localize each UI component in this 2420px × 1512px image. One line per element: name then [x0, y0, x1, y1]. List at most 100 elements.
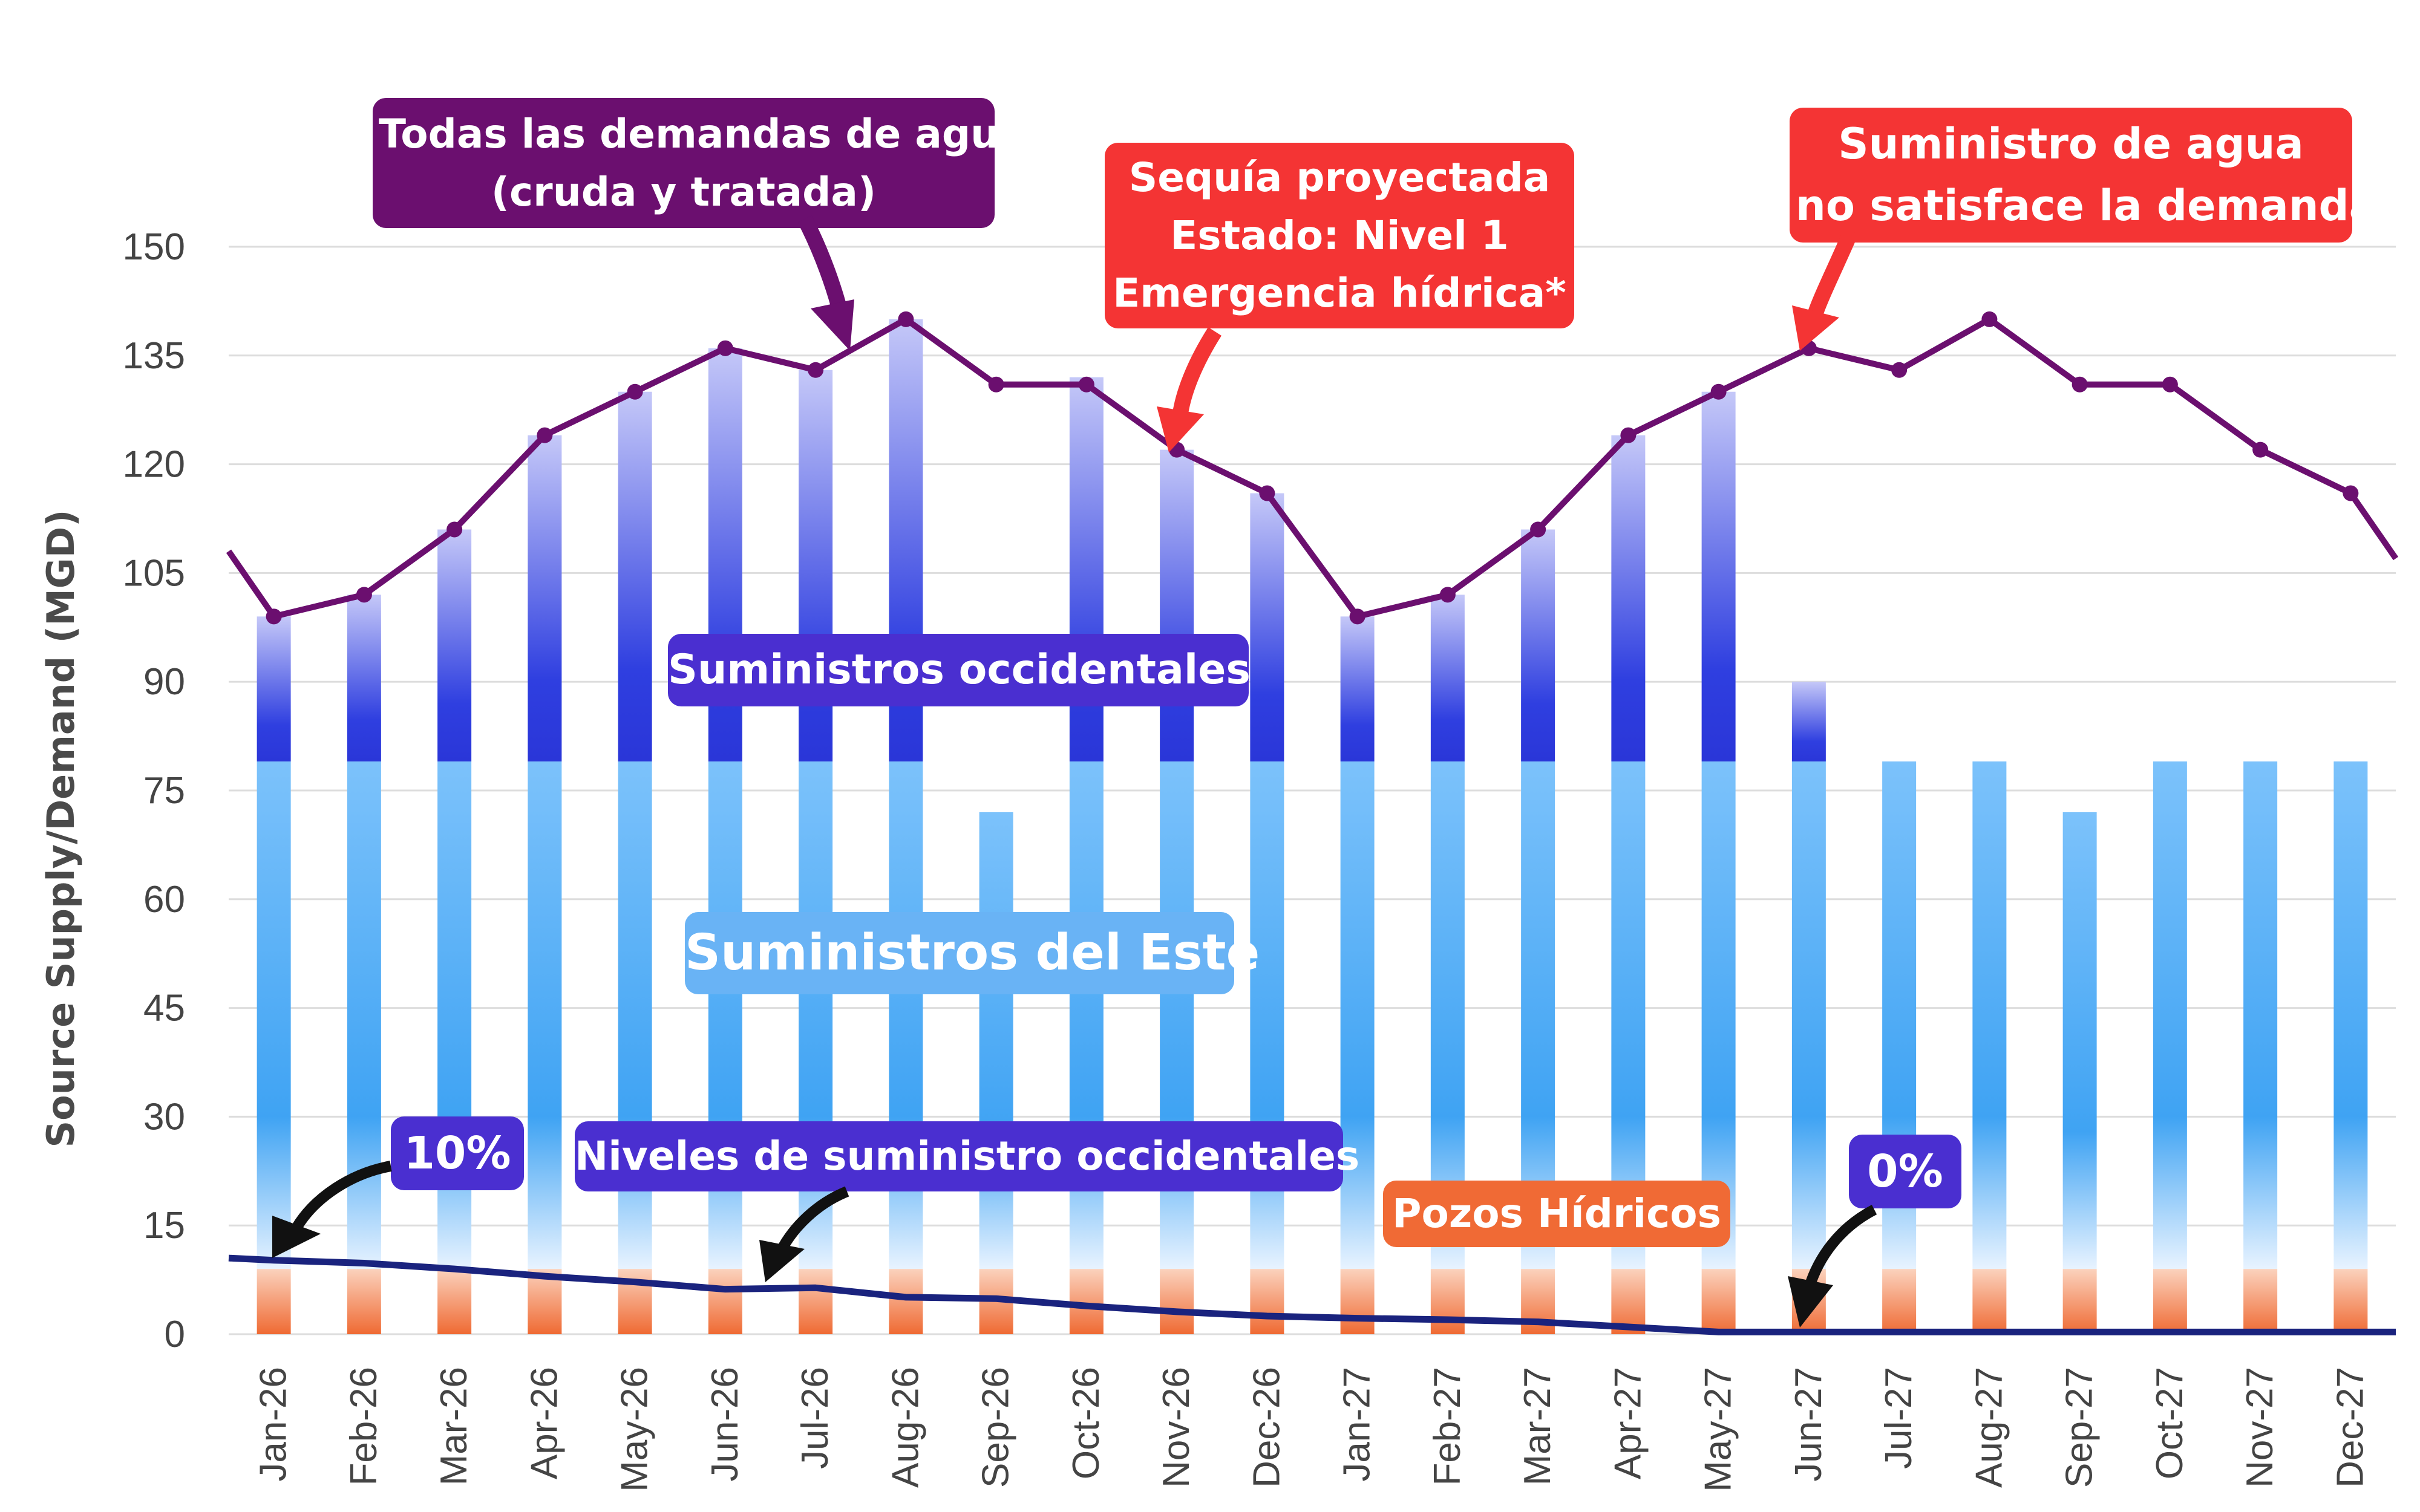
x-tick-label: Aug-26 [885, 1367, 926, 1488]
bar-pozos-h-dricos [708, 1269, 742, 1334]
bar-pozos-h-dricos [2243, 1269, 2278, 1334]
x-tick-label: Nov-26 [1156, 1367, 1197, 1488]
bar-suministros-occidentales [1160, 449, 1194, 762]
demand-line-point [1078, 376, 1094, 393]
bar-suministros-del-este [257, 761, 291, 1269]
x-tick-label: Nov-27 [2239, 1367, 2281, 1488]
bar-suministros-del-este [1972, 761, 2007, 1269]
x-tick-label: May-27 [1698, 1367, 1739, 1492]
y-tick-label: 105 [123, 552, 185, 594]
demand-line-point [808, 362, 824, 378]
bar-suministros-occidentales [1250, 493, 1284, 762]
y-tick-label: 30 [143, 1096, 185, 1138]
y-tick-label: 120 [123, 444, 185, 486]
demand-callout: Todas las demandas de agua (cruda y trat… [373, 98, 1026, 229]
demand-callout-line2: (cruda y tratada) [491, 168, 877, 215]
bar-suministros-occidentales [1340, 616, 1375, 762]
pct-end-label: 0% [1849, 1135, 1961, 1208]
bar-suministros-del-este [1250, 761, 1284, 1269]
demand-line-point [2072, 376, 2088, 393]
x-tick-label: Sep-26 [975, 1367, 1017, 1488]
western-levels-label: Niveles de suministro occidentales [575, 1121, 1359, 1191]
y-axis-title: Source Supply/Demand (MGD) [39, 510, 83, 1148]
bar-suministros-del-este [708, 761, 742, 1269]
demand-line-point [2252, 442, 2269, 458]
bar-suministros-del-este [437, 761, 472, 1269]
x-tick-label: Sep-27 [2059, 1367, 2101, 1488]
x-tick-label: Jan-26 [253, 1367, 295, 1482]
demand-line-point [717, 340, 733, 356]
bar-suministros-del-este [618, 761, 652, 1269]
demand-line-point [446, 521, 463, 538]
bar-pozos-h-dricos [889, 1269, 923, 1334]
demand-line-point [2162, 376, 2178, 393]
demand-line-point [2343, 485, 2359, 501]
bar-suministros-del-este [2153, 761, 2187, 1269]
x-tick-label: Feb-26 [343, 1367, 385, 1485]
x-tick-label: Dec-26 [1246, 1367, 1287, 1488]
demand-line-point [898, 311, 914, 327]
drought-callout: Sequía proyectada Estado: Nivel 1 Emerge… [1105, 143, 1574, 329]
demand-line-point [356, 587, 372, 603]
lines [226, 311, 2399, 1335]
x-tick-label: Jun-26 [704, 1367, 746, 1482]
bar-pozos-h-dricos [1972, 1269, 2007, 1334]
x-tick-label: Dec-27 [2329, 1367, 2371, 1488]
y-tick-label: 150 [123, 226, 185, 268]
bar-pozos-h-dricos [1882, 1269, 1917, 1334]
demand-line-point [1620, 427, 1637, 443]
bar-pozos-h-dricos [799, 1269, 833, 1334]
x-tick-label: Apr-26 [523, 1367, 565, 1479]
x-tick-label: Apr-27 [1607, 1367, 1649, 1479]
demand-line-point [1349, 608, 1365, 625]
bar-pozos-h-dricos [2062, 1269, 2097, 1334]
bar-pozos-h-dricos [1160, 1269, 1194, 1334]
bar-suministros-del-este [799, 761, 833, 1269]
bar-suministros-del-este [2062, 812, 2097, 1269]
drought-callout-line2: Estado: Nivel 1 [1170, 212, 1509, 259]
x-tick-label: Jul-27 [1878, 1367, 1920, 1469]
bar-suministros-occidentales [1701, 391, 1736, 762]
bar-suministros-del-este [2333, 761, 2368, 1269]
bar-suministros-del-este [347, 761, 381, 1269]
bar-pozos-h-dricos [437, 1269, 472, 1334]
demand-line-point [1530, 521, 1546, 538]
bar-suministros-occidentales [1430, 595, 1465, 762]
demand-callout-line1: Todas las demandas de agua [379, 111, 1026, 157]
bar-suministros-del-este [528, 761, 562, 1269]
bar-pozos-h-dricos [2333, 1269, 2368, 1334]
x-tick-label: Mar-26 [433, 1367, 475, 1485]
x-tick-label: Oct-27 [2149, 1367, 2191, 1479]
demand-line-point [1710, 383, 1727, 400]
x-tick-label: Feb-27 [1427, 1367, 1468, 1485]
demand-line-point [1891, 362, 1908, 378]
bar-suministros-del-este [1069, 761, 1104, 1269]
demand-line-point [537, 427, 553, 443]
wells-label: Pozos Hídricos [1383, 1181, 1730, 1247]
demand-line [226, 316, 2399, 620]
demand-line-point [1439, 587, 1456, 603]
x-tick-label: Aug-27 [1968, 1367, 2010, 1488]
bar-pozos-h-dricos [257, 1269, 291, 1334]
western-level-line [228, 1254, 2396, 1335]
y-tick-label: 60 [143, 879, 185, 921]
bar-suministros-del-este [2243, 761, 2278, 1269]
x-tick-label: Mar-27 [1517, 1367, 1558, 1485]
bar-suministros-occidentales [347, 595, 381, 762]
y-tick-label: 45 [143, 988, 185, 1029]
bar-suministros-occidentales [257, 616, 291, 762]
bar-pozos-h-dricos [347, 1269, 381, 1334]
bar-suministros-del-este [889, 761, 923, 1269]
x-tick-label: Jan-27 [1336, 1367, 1378, 1482]
x-tick-label: Jul-26 [794, 1367, 836, 1469]
western-supply-label: Suministros occidentales [668, 634, 1251, 706]
bar-pozos-h-dricos [2153, 1269, 2187, 1334]
x-tick-label: Jun-27 [1788, 1367, 1830, 1482]
bar-suministros-occidentales [528, 435, 562, 762]
y-tick-label: 90 [143, 661, 185, 703]
bar-suministros-occidentales [1791, 682, 1826, 762]
demand-line-point [1259, 485, 1275, 501]
y-tick-label: 15 [143, 1205, 185, 1246]
shortfall-callout-line1: Suministro de agua [1838, 119, 2304, 169]
drought-callout-line1: Sequía proyectada [1128, 154, 1551, 201]
